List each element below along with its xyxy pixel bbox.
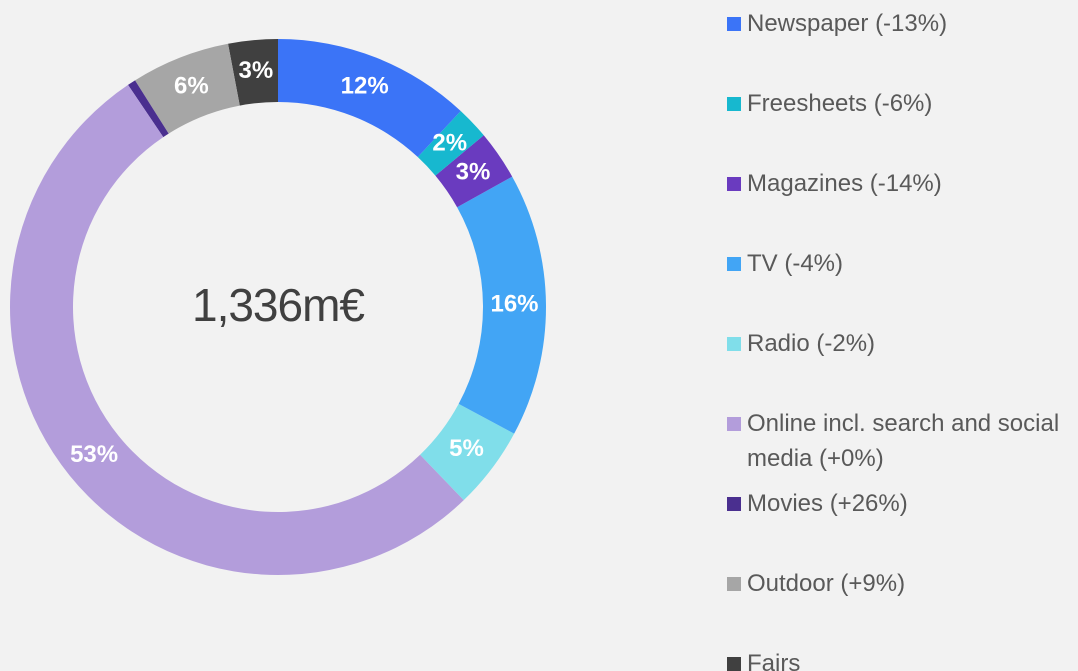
slice-label: 53% [70, 441, 118, 468]
legend-label: Newspaper (-13%) [747, 10, 948, 37]
legend-item: Online incl. search and social media (+0… [727, 406, 1067, 476]
slice-label: 3% [456, 158, 491, 185]
legend-swatch [727, 577, 741, 591]
legend-item: Outdoor (+9%) [727, 566, 1067, 601]
legend-item: Freesheets (-6%) [727, 86, 1067, 121]
legend-item: TV (-4%) [727, 246, 1067, 281]
legend-item: Radio (-2%) [727, 326, 1067, 361]
legend-swatch [727, 417, 741, 431]
legend-swatch [727, 257, 741, 271]
donut-slice [417, 110, 484, 176]
donut-slice [435, 135, 513, 208]
legend-item: Movies (+26%) [727, 486, 1067, 521]
donut-slice [457, 176, 546, 434]
donut-slice [135, 43, 240, 134]
legend-swatch [727, 657, 741, 671]
legend-item: Magazines (-14%) [727, 166, 1067, 201]
legend-label: Radio (-2%) [747, 330, 876, 357]
legend-label: Online incl. search and social media (+0… [747, 410, 1060, 472]
legend-swatch [727, 337, 741, 351]
slice-label: 3% [239, 57, 274, 84]
legend-label: Movies (+26%) [747, 490, 908, 517]
legend-label: Freesheets (-6%) [747, 90, 933, 117]
legend-swatch [727, 97, 741, 111]
legend-swatch [727, 177, 741, 191]
legend-item: Fairs [727, 646, 1067, 671]
donut-slice [228, 39, 278, 106]
donut-slice [278, 39, 461, 158]
legend-swatch [727, 497, 741, 511]
legend-label: TV (-4%) [747, 250, 843, 277]
slice-label: 12% [341, 72, 389, 99]
chart: 1,336m€ 12%2%3%16%5%53%6%3% [9, 39, 546, 575]
donut-slice [9, 84, 464, 575]
legend-swatch [727, 17, 741, 31]
center-label: 1,336m€ [192, 279, 364, 331]
legend-label: Fairs [747, 650, 801, 671]
donut-slice [420, 403, 515, 501]
legend-label: Magazines (-14%) [747, 170, 942, 197]
slice-label: 2% [432, 130, 467, 157]
donut-slice [128, 80, 169, 138]
slice-label: 5% [449, 435, 484, 462]
slice-label: 16% [490, 290, 538, 317]
slice-label: 6% [174, 72, 209, 99]
legend-label: Outdoor (+9%) [747, 570, 906, 597]
legend-item: Newspaper (-13%) [727, 6, 1067, 41]
